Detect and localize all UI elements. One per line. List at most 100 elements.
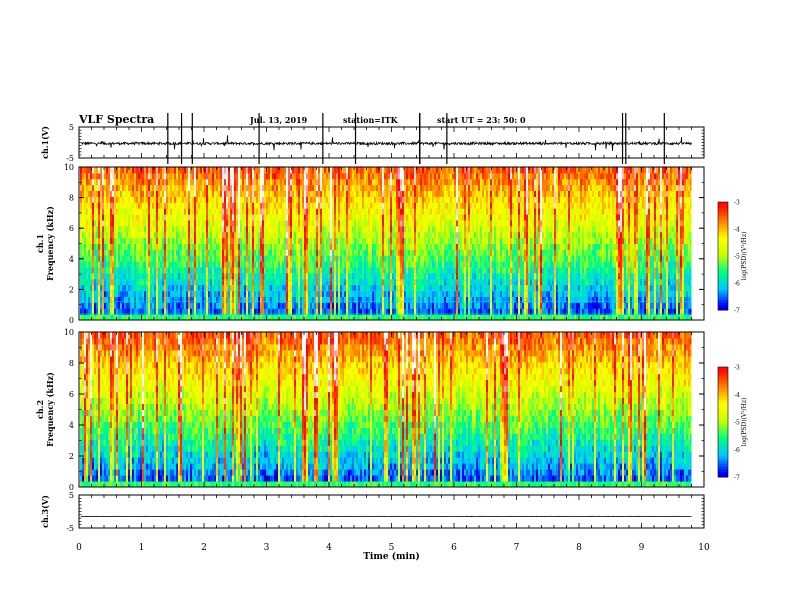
spectrogram-cell: [236, 214, 238, 220]
spectrogram-cell: [246, 238, 248, 244]
spectrogram-cell: [118, 244, 120, 250]
spectrogram-cell: [142, 255, 144, 261]
spectrogram-cell: [442, 279, 444, 285]
spectrogram-cell: [104, 244, 106, 250]
spectrogram-cell: [102, 208, 104, 214]
spectrogram-cell: [330, 267, 332, 273]
spectrogram-cell: [248, 232, 250, 238]
spectrogram-cell: [330, 191, 332, 197]
spectrogram-cell: [334, 302, 336, 308]
spectrogram-cell: [258, 173, 260, 179]
spectrogram-cell: [124, 173, 126, 179]
spectrogram-cell: [168, 173, 170, 179]
spectrogram-cell: [322, 202, 324, 208]
spectrogram-cell: [382, 167, 384, 173]
spectrogram-cell: [202, 255, 204, 261]
spectrogram-cell: [324, 267, 326, 273]
spectrogram-cell: [334, 220, 336, 226]
spectrogram-cell: [304, 273, 306, 279]
spectrogram-cell: [348, 173, 350, 179]
spectrogram-cell: [162, 232, 164, 238]
spectrogram-cell: [448, 273, 450, 279]
spectrogram-cell: [230, 214, 232, 220]
spectrogram-cell: [360, 249, 362, 255]
spectrogram-cell: [208, 273, 210, 279]
spectrogram-cell: [218, 167, 220, 173]
spectrogram-cell: [328, 185, 330, 191]
spectrogram-cell: [438, 208, 440, 214]
spectrogram-cell: [312, 191, 314, 197]
spectrogram-cell: [356, 226, 358, 232]
spectrogram-cell: [84, 279, 86, 285]
spectrogram-cell: [196, 302, 198, 308]
spectrogram-cell: [414, 226, 416, 232]
spectrogram-cell: [394, 302, 396, 308]
spectrogram-cell: [110, 279, 112, 285]
spectrogram-cell: [376, 167, 378, 173]
spectrogram-cell: [384, 220, 386, 226]
spectrogram-cell: [88, 279, 90, 285]
spectrogram-cell: [108, 285, 110, 291]
spectrogram-cell: [254, 238, 256, 244]
spectrogram-cell: [280, 202, 282, 208]
spectrogram-cell: [156, 226, 158, 232]
spectrogram-cell: [92, 238, 94, 244]
spectrogram-cell: [222, 226, 224, 232]
spectrogram-cell: [216, 191, 218, 197]
spectrogram-cell: [138, 302, 140, 308]
spectrogram-cell: [398, 238, 400, 244]
spectrogram-cell: [384, 267, 386, 273]
spectrogram-cell: [128, 196, 130, 202]
spectrogram-cell: [272, 202, 274, 208]
spectrogram-cell: [172, 244, 174, 250]
spectrogram-cell: [284, 273, 286, 279]
spectrogram-cell: [306, 302, 308, 308]
spectrogram-cell: [304, 196, 306, 202]
spectrogram-cell: [230, 291, 232, 297]
spectrogram-cell: [428, 196, 430, 202]
spectrogram-cell: [394, 208, 396, 214]
spectrogram-cell: [264, 220, 266, 226]
spectrogram-cell: [276, 208, 278, 214]
spectrogram-cell: [364, 185, 366, 191]
spectrogram-cell: [94, 167, 96, 173]
spectrogram-cell: [334, 267, 336, 273]
spectrogram-cell: [254, 226, 256, 232]
spectrogram-cell: [132, 238, 134, 244]
spectrogram-cell: [334, 202, 336, 208]
spectrogram-cell: [106, 196, 108, 202]
spectrogram-cell: [404, 255, 406, 261]
spectrogram-cell: [148, 208, 150, 214]
spectrogram-cell: [348, 244, 350, 250]
spectrogram-cell: [366, 267, 368, 273]
spectrogram-cell: [254, 232, 256, 238]
spectrogram-cell: [108, 279, 110, 285]
spectrogram-cell: [390, 291, 392, 297]
spectrogram-cell: [386, 220, 388, 226]
spectrogram-cell: [398, 267, 400, 273]
spectrogram-cell: [192, 249, 194, 255]
spectrogram-cell: [398, 185, 400, 191]
spectrogram-cell: [224, 261, 226, 267]
spectrogram-cell: [252, 238, 254, 244]
spectrogram-cell: [234, 267, 236, 273]
spectrogram-cell: [324, 208, 326, 214]
spectrogram-cell: [222, 191, 224, 197]
spectrogram-cell: [362, 179, 364, 185]
spectrogram-cell: [354, 273, 356, 279]
spectrogram-cell: [216, 279, 218, 285]
spectrogram-cell: [352, 196, 354, 202]
spectrogram-cell: [220, 226, 222, 232]
spectrogram-cell: [274, 214, 276, 220]
spectrogram-cell: [436, 220, 438, 226]
spectrogram-cell: [388, 208, 390, 214]
spectrogram-cell: [254, 185, 256, 191]
spectrogram-cell: [394, 173, 396, 179]
spectrogram-cell: [84, 191, 86, 197]
spectrogram-cell: [172, 226, 174, 232]
spectrogram-cell: [288, 244, 290, 250]
spectrogram-cell: [442, 179, 444, 185]
spectrogram-cell: [338, 285, 340, 291]
spectrogram-cell: [392, 167, 394, 173]
spectrogram-cell: [252, 191, 254, 197]
